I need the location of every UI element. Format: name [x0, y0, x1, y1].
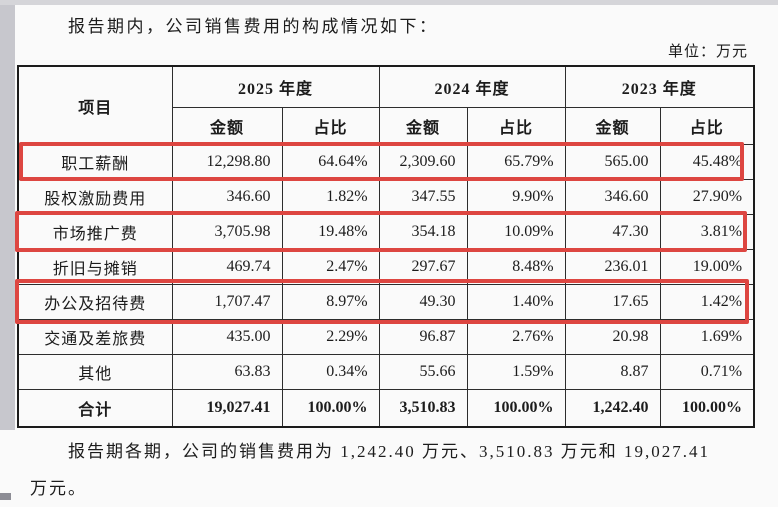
- table-row: 股权激励费用 346.60 1.82% 347.55 9.90% 346.60 …: [17, 179, 755, 215]
- table-row: 交通及差旅费 435.00 2.29% 96.87 2.76% 20.98 1.…: [17, 319, 755, 355]
- value-cell: 19.48%: [281, 214, 380, 250]
- value-cell: 1,242.40: [564, 389, 661, 427]
- item-cell: 职工薪酬: [17, 144, 173, 180]
- value-cell: 236.01: [564, 249, 661, 285]
- value-cell: 469.74: [171, 249, 283, 285]
- footer-paragraph: 报告期各期，公司的销售费用为 1,242.40 万元、3,510.83 万元和 …: [0, 433, 778, 507]
- value-cell: 3,705.98: [171, 214, 283, 250]
- value-cell: 297.67: [378, 249, 468, 285]
- value-cell: 2.76%: [466, 319, 566, 355]
- item-header: 项目: [17, 65, 173, 145]
- value-cell: 1.59%: [466, 354, 566, 390]
- value-cell: 49.30: [378, 284, 468, 320]
- value-cell: 3.81%: [659, 214, 755, 250]
- year-header-2023: 2023 年度: [564, 65, 755, 108]
- value-cell: 8.48%: [466, 249, 566, 285]
- value-cell: 1,707.47: [171, 284, 283, 320]
- item-cell: 折旧与摊销: [17, 249, 173, 285]
- value-cell: 346.60: [564, 179, 661, 215]
- value-cell: 8.97%: [281, 284, 380, 320]
- value-cell: 2,309.60: [378, 144, 468, 180]
- value-cell: 47.30: [564, 214, 661, 250]
- year-header-2024: 2024 年度: [378, 65, 566, 108]
- expenses-table: 项目 2025 年度 2024 年度 2023 年度 金额 占比 金额 占比 金…: [17, 65, 756, 428]
- item-cell: 办公及招待费: [17, 284, 173, 320]
- ratio-header-2024: 占比: [466, 107, 566, 145]
- value-cell: 19.00%: [659, 249, 755, 285]
- year-header-2025: 2025 年度: [171, 65, 380, 108]
- value-cell: 55.66: [378, 354, 468, 390]
- value-cell: 1.42%: [659, 284, 755, 320]
- amount-header-2024: 金额: [378, 107, 468, 145]
- table-row: 职工薪酬 12,298.80 64.64% 2,309.60 65.79% 56…: [17, 144, 755, 180]
- intro-paragraph: 报告期内，公司销售费用的构成情况如下：: [68, 17, 439, 36]
- value-cell: 0.71%: [659, 354, 755, 390]
- value-cell: 100.00%: [466, 389, 566, 427]
- scan-corner-artifact: [0, 493, 11, 500]
- value-cell: 1.40%: [466, 284, 566, 320]
- value-cell: 20.98: [564, 319, 661, 355]
- value-cell: 100.00%: [281, 389, 380, 427]
- table-wrap: 项目 2025 年度 2024 年度 2023 年度 金额 占比 金额 占比 金…: [15, 65, 756, 428]
- value-cell: 354.18: [378, 214, 468, 250]
- value-cell: 12,298.80: [171, 144, 283, 180]
- item-cell: 股权激励费用: [17, 179, 173, 215]
- value-cell: 1.69%: [659, 319, 755, 355]
- item-cell: 其他: [17, 354, 173, 390]
- value-cell: 63.83: [171, 354, 283, 390]
- value-cell: 9.90%: [466, 179, 566, 215]
- table-row: 市场推广费 3,705.98 19.48% 354.18 10.09% 47.3…: [17, 214, 755, 250]
- value-cell: 3,510.83: [378, 389, 468, 427]
- value-cell: 346.60: [171, 179, 283, 215]
- table-row: 折旧与摊销 469.74 2.47% 297.67 8.48% 236.01 1…: [17, 249, 755, 285]
- value-cell: 347.55: [378, 179, 468, 215]
- value-cell: 2.29%: [281, 319, 380, 355]
- amount-header-2023: 金额: [564, 107, 661, 145]
- amount-header-2025: 金额: [171, 107, 283, 145]
- scan-left-margin: [0, 5, 15, 430]
- value-cell: 64.64%: [281, 144, 380, 180]
- table-row: 其他 63.83 0.34% 55.66 1.59% 8.87 0.71%: [17, 354, 755, 390]
- item-cell: 合计: [17, 389, 173, 427]
- item-cell: 交通及差旅费: [17, 319, 173, 355]
- value-cell: 96.87: [378, 319, 468, 355]
- value-cell: 2.47%: [281, 249, 380, 285]
- value-cell: 1.82%: [281, 179, 380, 215]
- unit-label: 单位：万元: [667, 44, 748, 60]
- value-cell: 10.09%: [466, 214, 566, 250]
- footer-line-2: 万元。: [30, 479, 87, 498]
- value-cell: 45.48%: [659, 144, 755, 180]
- value-cell: 8.87: [564, 354, 661, 390]
- value-cell: 565.00: [564, 144, 661, 180]
- value-cell: 27.90%: [659, 179, 755, 215]
- value-cell: 17.65: [564, 284, 661, 320]
- header-row-measures: 金额 占比 金额 占比 金额 占比: [18, 107, 755, 145]
- ratio-header-2023: 占比: [659, 107, 755, 145]
- scan-top-margin: [0, 0, 778, 5]
- value-cell: 100.00%: [659, 389, 755, 427]
- table-body: 职工薪酬 12,298.80 64.64% 2,309.60 65.79% 56…: [17, 144, 755, 427]
- value-cell: 0.34%: [281, 354, 380, 390]
- table-row: 合计 19,027.41 100.00% 3,510.83 100.00% 1,…: [17, 389, 755, 427]
- header-row-years: 项目 2025 年度 2024 年度 2023 年度: [17, 65, 755, 145]
- item-cell: 市场推广费: [17, 214, 173, 250]
- footer-line-1: 报告期各期，公司的销售费用为 1,242.40 万元、3,510.83 万元和 …: [68, 442, 710, 461]
- value-cell: 435.00: [171, 319, 283, 355]
- value-cell: 65.79%: [466, 144, 566, 180]
- ratio-header-2025: 占比: [281, 107, 380, 145]
- table-row: 办公及招待费 1,707.47 8.97% 49.30 1.40% 17.65 …: [17, 284, 755, 320]
- value-cell: 19,027.41: [171, 389, 283, 427]
